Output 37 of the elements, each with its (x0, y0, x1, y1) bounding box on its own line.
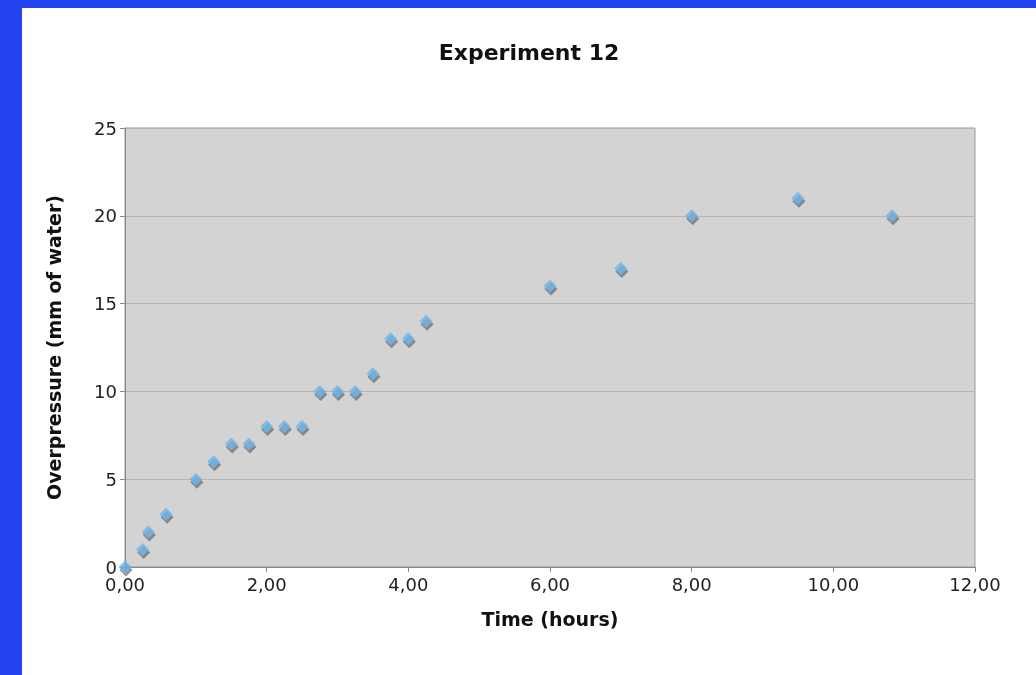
point (384, 332, 398, 346)
point (885, 209, 899, 223)
point (260, 420, 274, 434)
y-tick-label: 5 (105, 468, 117, 490)
x-tick-label: 8,00 (671, 573, 712, 595)
point (366, 367, 380, 381)
point (207, 455, 221, 469)
point (401, 332, 415, 346)
y-tick-label: 25 (94, 117, 117, 139)
x-tick-label: 12,00 (949, 573, 1001, 595)
x-axis-title: Time (hours) (481, 607, 619, 630)
point (614, 261, 628, 275)
x-tick-label: 6,00 (529, 573, 571, 595)
point (159, 507, 173, 521)
chart-title: Experiment 12 (438, 39, 620, 65)
y-tick-label: 10 (94, 380, 117, 402)
point (331, 384, 344, 398)
x-tick-label: 10,00 (807, 573, 860, 595)
point (419, 314, 433, 328)
point (543, 279, 557, 293)
point (295, 420, 309, 434)
point (242, 437, 256, 451)
point (791, 191, 805, 205)
point (136, 542, 150, 556)
y-tick-label: 20 (94, 205, 117, 227)
point (313, 384, 327, 398)
point (348, 384, 362, 398)
point (189, 472, 203, 486)
point (277, 420, 291, 434)
y-tick-label: 15 (94, 293, 117, 315)
point (118, 560, 132, 574)
point (141, 525, 155, 539)
y-axis-title: Overpressure (mm of water) (42, 195, 65, 500)
x-tick-label: 2,00 (246, 573, 287, 595)
x-tick-label: 4,00 (388, 573, 429, 595)
point (224, 437, 238, 451)
point (685, 209, 699, 223)
